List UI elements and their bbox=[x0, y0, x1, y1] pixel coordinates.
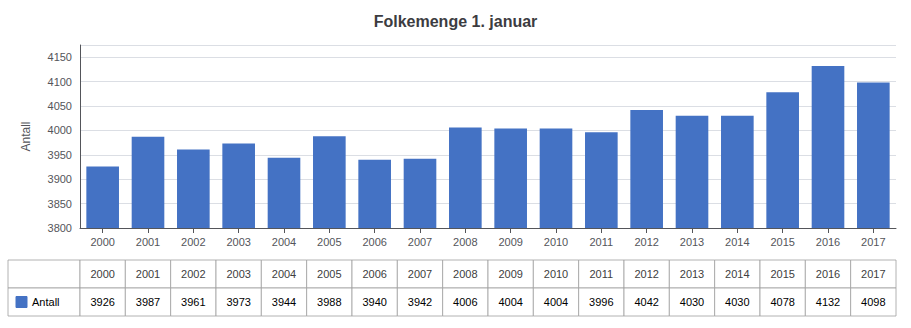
svg-text:2012: 2012 bbox=[634, 236, 658, 248]
svg-text:2017: 2017 bbox=[861, 268, 885, 280]
svg-text:3950: 3950 bbox=[48, 149, 72, 161]
svg-text:2010: 2010 bbox=[544, 268, 568, 280]
svg-text:Antall: Antall bbox=[19, 121, 33, 151]
svg-text:4000: 4000 bbox=[48, 124, 72, 136]
svg-text:2012: 2012 bbox=[634, 268, 658, 280]
svg-text:2004: 2004 bbox=[272, 236, 296, 248]
svg-text:4030: 4030 bbox=[680, 296, 704, 308]
svg-text:2015: 2015 bbox=[770, 268, 794, 280]
svg-text:2013: 2013 bbox=[680, 268, 704, 280]
svg-text:3850: 3850 bbox=[48, 198, 72, 210]
svg-text:2002: 2002 bbox=[181, 268, 205, 280]
svg-text:2004: 2004 bbox=[272, 268, 296, 280]
svg-text:2000: 2000 bbox=[90, 268, 114, 280]
svg-text:4098: 4098 bbox=[861, 296, 885, 308]
svg-text:2001: 2001 bbox=[136, 236, 160, 248]
svg-text:3942: 3942 bbox=[408, 296, 432, 308]
svg-text:3800: 3800 bbox=[48, 222, 72, 234]
svg-text:2003: 2003 bbox=[226, 236, 250, 248]
svg-text:3988: 3988 bbox=[317, 296, 341, 308]
svg-text:3987: 3987 bbox=[136, 296, 160, 308]
svg-text:2009: 2009 bbox=[498, 236, 522, 248]
svg-text:3961: 3961 bbox=[181, 296, 205, 308]
svg-text:2016: 2016 bbox=[816, 236, 840, 248]
svg-text:2005: 2005 bbox=[317, 268, 341, 280]
svg-text:4004: 4004 bbox=[544, 296, 568, 308]
svg-text:Folkemenge 1. januar: Folkemenge 1. januar bbox=[374, 13, 538, 30]
svg-text:2017: 2017 bbox=[861, 236, 885, 248]
svg-text:2005: 2005 bbox=[317, 236, 341, 248]
svg-text:2011: 2011 bbox=[590, 268, 614, 280]
svg-text:2014: 2014 bbox=[725, 236, 749, 248]
svg-text:2006: 2006 bbox=[362, 236, 386, 248]
svg-text:4030: 4030 bbox=[725, 296, 749, 308]
svg-text:2006: 2006 bbox=[362, 268, 386, 280]
svg-text:2016: 2016 bbox=[816, 268, 840, 280]
svg-text:4132: 4132 bbox=[816, 296, 840, 308]
svg-text:4050: 4050 bbox=[48, 100, 72, 112]
svg-text:4004: 4004 bbox=[498, 296, 522, 308]
svg-text:Antall: Antall bbox=[32, 296, 60, 308]
svg-text:2002: 2002 bbox=[181, 236, 205, 248]
svg-text:4042: 4042 bbox=[634, 296, 658, 308]
svg-text:3944: 3944 bbox=[272, 296, 296, 308]
svg-text:2008: 2008 bbox=[453, 268, 477, 280]
svg-text:3900: 3900 bbox=[48, 173, 72, 185]
svg-text:2013: 2013 bbox=[680, 236, 704, 248]
svg-text:3940: 3940 bbox=[362, 296, 386, 308]
svg-text:4078: 4078 bbox=[770, 296, 794, 308]
svg-text:4150: 4150 bbox=[48, 51, 72, 63]
svg-text:2000: 2000 bbox=[90, 236, 114, 248]
svg-text:2003: 2003 bbox=[226, 268, 250, 280]
svg-text:4006: 4006 bbox=[453, 296, 477, 308]
svg-text:2007: 2007 bbox=[408, 236, 432, 248]
svg-text:2014: 2014 bbox=[725, 268, 749, 280]
svg-text:3926: 3926 bbox=[90, 296, 114, 308]
svg-text:3996: 3996 bbox=[589, 296, 613, 308]
svg-text:2011: 2011 bbox=[590, 236, 614, 248]
svg-text:2009: 2009 bbox=[498, 268, 522, 280]
svg-text:2010: 2010 bbox=[544, 236, 568, 248]
svg-text:2015: 2015 bbox=[770, 236, 794, 248]
svg-text:4100: 4100 bbox=[48, 76, 72, 88]
svg-text:2001: 2001 bbox=[136, 268, 160, 280]
svg-text:3973: 3973 bbox=[226, 296, 250, 308]
svg-text:2007: 2007 bbox=[408, 268, 432, 280]
svg-text:2008: 2008 bbox=[453, 236, 477, 248]
